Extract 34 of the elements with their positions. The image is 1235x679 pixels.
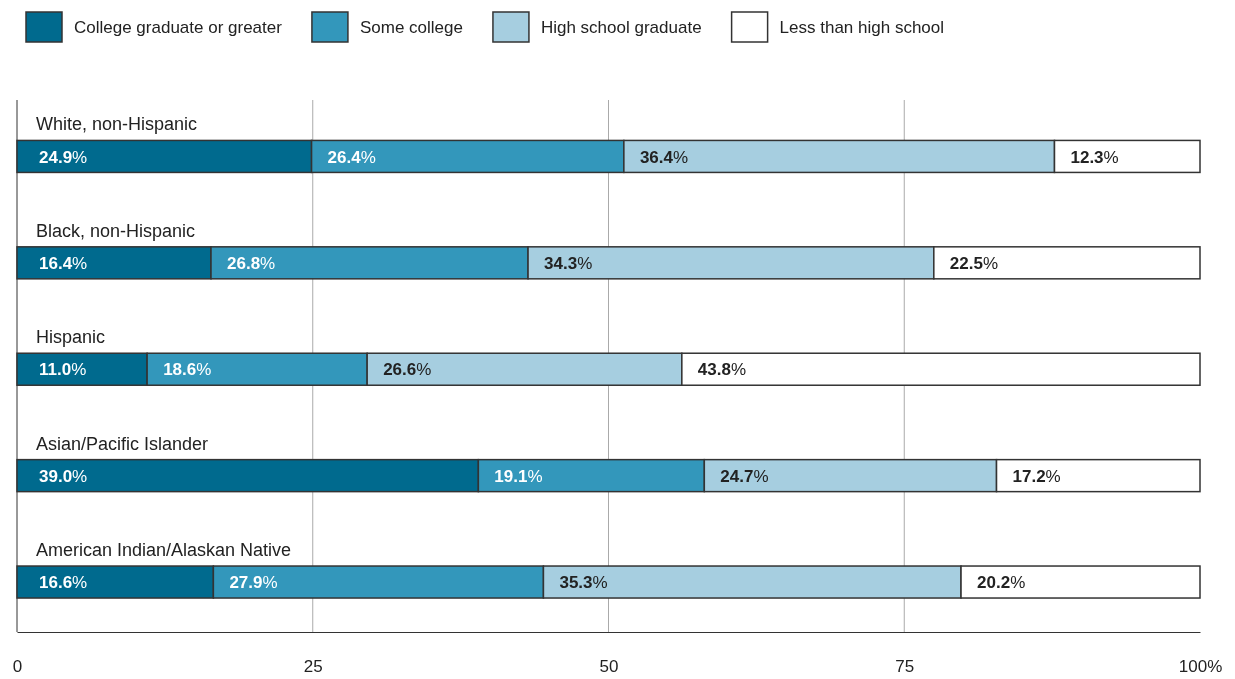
y-tick-label: Hispanic bbox=[36, 327, 106, 348]
data-label: 12.3% bbox=[1070, 147, 1119, 167]
data-label: 16.6% bbox=[39, 573, 88, 593]
data-label: 26.4% bbox=[327, 147, 376, 167]
data-label: 34.3% bbox=[544, 253, 593, 273]
x-tick-label: 50 bbox=[599, 657, 619, 677]
x-tick-label: 100% bbox=[1178, 657, 1223, 677]
legend-label: College graduate or greater bbox=[74, 18, 283, 38]
data-label: 18.6% bbox=[163, 360, 212, 380]
data-label: 26.6% bbox=[383, 360, 432, 380]
y-tick-label: American Indian/Alaskan Native bbox=[36, 540, 292, 561]
data-label: 35.3% bbox=[559, 573, 608, 593]
x-tick-label: 75 bbox=[895, 657, 915, 677]
data-label: 17.2% bbox=[1012, 466, 1061, 486]
x-tick-label: 0 bbox=[12, 657, 23, 677]
y-tick-label: White, non-Hispanic bbox=[36, 114, 198, 135]
data-label: 24.9% bbox=[39, 147, 88, 167]
legend-label: Less than high school bbox=[779, 18, 945, 38]
data-label: 19.1% bbox=[494, 466, 543, 486]
y-tick-label: Asian/Pacific Islander bbox=[36, 433, 209, 454]
data-label: 26.8% bbox=[227, 253, 276, 273]
data-label: 43.8% bbox=[697, 360, 747, 380]
data-label: 39.0% bbox=[39, 466, 88, 486]
data-label: 36.4% bbox=[639, 147, 689, 167]
data-label: 11.0% bbox=[39, 360, 87, 380]
data-label: 22.5% bbox=[949, 253, 999, 273]
legend-label: High school graduate bbox=[540, 18, 702, 38]
x-tick-label: 25 bbox=[303, 657, 323, 677]
data-label: 16.4% bbox=[39, 253, 88, 273]
legend-label: Some college bbox=[359, 18, 463, 38]
data-label: 24.7% bbox=[720, 466, 769, 486]
data-label: 20.2% bbox=[977, 573, 1026, 593]
y-tick-label: Black, non-Hispanic bbox=[36, 220, 196, 241]
data-label: 27.9% bbox=[229, 573, 278, 593]
